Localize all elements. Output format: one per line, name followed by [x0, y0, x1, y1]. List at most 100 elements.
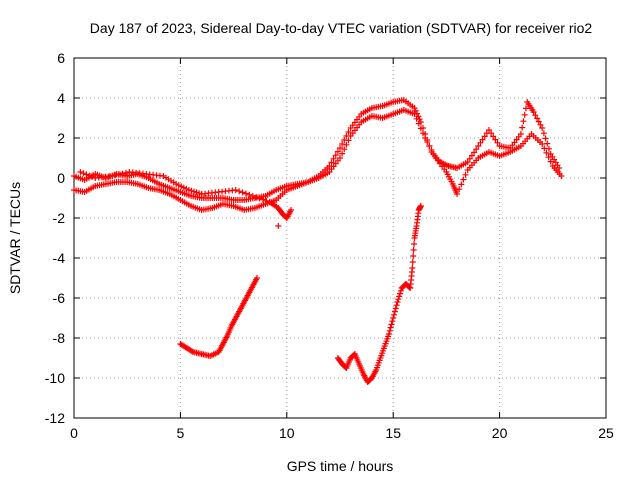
data-point [517, 131, 524, 137]
data-point-interp [388, 321, 395, 328]
data-point-interp [256, 195, 263, 202]
data-point-interp [112, 172, 119, 179]
data-point [464, 159, 471, 165]
data-point [385, 331, 392, 337]
y-tick-label: -6 [53, 290, 66, 306]
data-point [109, 173, 116, 179]
data-point-interp [393, 302, 400, 309]
data-point-interp [456, 186, 463, 193]
y-tick-label: -8 [53, 330, 66, 346]
data-point-interp [116, 171, 123, 178]
data-point-interp [473, 146, 480, 153]
data-point-interp [122, 169, 129, 176]
data-point-interp [409, 259, 416, 265]
y-axis-label: SDTVAR / TECUs [7, 182, 23, 294]
data-point-interp [426, 143, 433, 149]
data-point [337, 155, 343, 161]
data-point-interp [259, 196, 266, 203]
data-point-interp [119, 170, 126, 177]
data-point-interp [253, 194, 260, 201]
data-point-interp [389, 318, 396, 325]
y-tick-label: 6 [57, 50, 65, 66]
data-point-interp [537, 121, 544, 128]
data-point [454, 191, 461, 197]
data-point-interp [430, 151, 437, 157]
y-tick-label: -4 [53, 250, 66, 266]
data-point [394, 299, 401, 305]
data-point-interp [343, 141, 350, 148]
y-tick-label: -12 [45, 410, 65, 426]
x-tick-label: 10 [279, 425, 295, 441]
y-tick-label: -10 [45, 370, 65, 386]
data-point-interp [410, 253, 417, 259]
data-point-interp [419, 130, 426, 137]
data-point [390, 315, 397, 321]
data-point-interp [540, 130, 547, 137]
axis-ticks: 0 5 10 15 20 25 -12 -10 -8 -6 -4 -2 0 2 4 6 [45, 50, 614, 441]
data-point-interp [415, 120, 422, 127]
x-axis-label: GPS time / hours [287, 458, 394, 474]
data-point-interp [542, 135, 549, 142]
x-tick-label: 0 [70, 425, 78, 441]
data-point-interp [86, 172, 93, 179]
data-point-interp [263, 197, 270, 204]
data-point [530, 109, 537, 115]
data-point-interp [406, 284, 413, 291]
chart-title: Day 187 of 2023, Sidereal Day-to-day VTE… [90, 20, 593, 36]
y-tick-label: 4 [57, 90, 65, 106]
data-point [417, 203, 424, 209]
data-point-interp [397, 290, 404, 297]
series-track-d [177, 275, 261, 359]
data-point-interp [328, 159, 335, 166]
data-point [232, 187, 239, 193]
data-point-interp [345, 137, 352, 144]
data-point-interp [411, 241, 418, 247]
data-point-interp [391, 308, 398, 315]
data-point-interp [188, 348, 195, 355]
data-point [409, 265, 416, 271]
data-point-interp [522, 105, 529, 112]
data-point-interp [543, 149, 550, 156]
data-point [485, 127, 492, 133]
data-point-interp [410, 247, 417, 253]
data-point-interp [413, 115, 420, 122]
data-point-interp [462, 171, 469, 178]
data-point-interp [339, 150, 346, 157]
series-track-c [77, 169, 295, 221]
data-point-interp [490, 133, 497, 140]
data-point-interp [468, 152, 475, 159]
x-tick-label: 15 [385, 425, 401, 441]
data-point-interp [544, 140, 551, 147]
data-point [475, 143, 482, 149]
data-point-interp [535, 118, 542, 125]
data-point [422, 135, 429, 141]
data-point-interp [396, 293, 403, 300]
x-tick-label: 20 [492, 425, 508, 441]
data-point-interp [392, 305, 399, 312]
data-point-interp [345, 129, 352, 135]
data-point-interp [481, 133, 488, 140]
data-point [77, 169, 84, 175]
data-point-interp [236, 188, 243, 195]
y-tick-label: 2 [57, 130, 65, 146]
data-point-interp [397, 287, 404, 294]
data-point [288, 207, 295, 213]
data-point-interp [341, 146, 348, 153]
data-point-interp [534, 115, 541, 122]
grid-lines [74, 58, 606, 418]
data-point-interp [547, 158, 554, 165]
data-point-interp [545, 154, 552, 161]
x-tick-label: 5 [177, 425, 185, 441]
data-point [411, 111, 418, 117]
data-point-interp [246, 191, 253, 198]
data-point-interp [519, 124, 526, 131]
data-point-interp [458, 181, 465, 188]
data-point [539, 141, 546, 147]
data-point-interp [471, 149, 478, 156]
data-point-interp [387, 324, 394, 331]
data-point-interp [239, 189, 246, 196]
data-point-interp [412, 107, 419, 114]
series-track-e [334, 203, 424, 385]
data-point-interp [330, 155, 337, 162]
